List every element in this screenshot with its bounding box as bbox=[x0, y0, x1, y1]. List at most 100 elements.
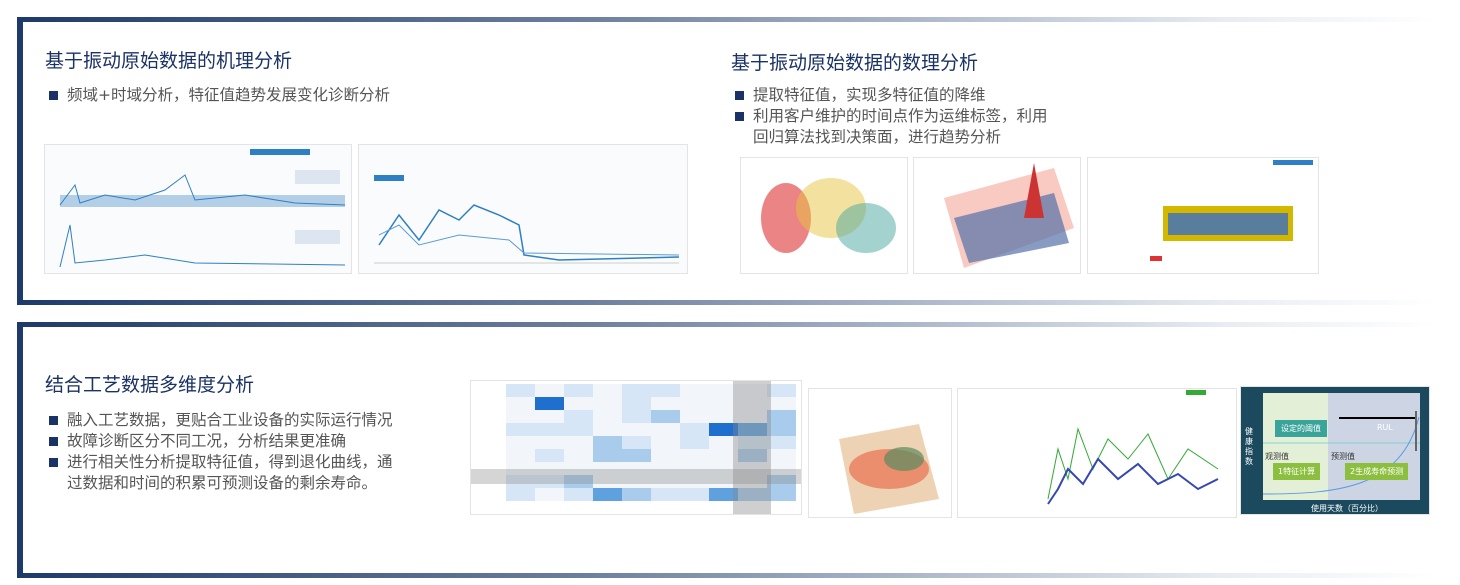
heatmap-cell bbox=[680, 449, 709, 462]
heatmap-cell bbox=[709, 397, 738, 410]
bullet-item: 进行相关性分析提取特征值，得到退化曲线，通 bbox=[45, 452, 393, 473]
heatmap-cell bbox=[651, 475, 680, 488]
heatmap-cell bbox=[593, 488, 622, 501]
heatmap-cell bbox=[564, 475, 593, 488]
heatmap-cell bbox=[593, 449, 622, 462]
section-title: 基于振动原始数据的机理分析 bbox=[45, 50, 293, 72]
heatmap-cell bbox=[564, 462, 593, 475]
heatmap-cell bbox=[622, 384, 651, 397]
heatmap-cell bbox=[593, 462, 622, 475]
heatmap-cell bbox=[767, 397, 796, 410]
heatmap-cell bbox=[506, 397, 535, 410]
heatmap-cell bbox=[709, 449, 738, 462]
heatmap-cell bbox=[535, 410, 564, 423]
heatmap-cell bbox=[651, 436, 680, 449]
heatmap-cell bbox=[622, 449, 651, 462]
heatmap-cell bbox=[709, 462, 738, 475]
bullet-item: 提取特征值，实现多特征值的降维 bbox=[731, 85, 1048, 106]
heatmap-cell bbox=[506, 475, 535, 488]
scatter-plot-image bbox=[740, 157, 908, 274]
heatmap-cell bbox=[738, 423, 767, 436]
heatmap-cell bbox=[535, 423, 564, 436]
heatmap-cell bbox=[593, 475, 622, 488]
heatmap-cell bbox=[709, 384, 738, 397]
heatmap-cell bbox=[622, 488, 651, 501]
heatmap-cell bbox=[709, 410, 738, 423]
heatmap-cell bbox=[767, 384, 796, 397]
heatmap-cell bbox=[506, 449, 535, 462]
heatmap-cell bbox=[506, 423, 535, 436]
heatmap-cell bbox=[564, 449, 593, 462]
heatmap-cell bbox=[564, 436, 593, 449]
highlight-row bbox=[471, 469, 801, 484]
heatmap-cell bbox=[738, 488, 767, 501]
heatmap-cell bbox=[680, 488, 709, 501]
bullet-item: 频域+时域分析，特征值趋势发展变化诊断分析 bbox=[45, 85, 390, 106]
bullet-item-continued: 回归算法找到决策面，进行趋势分析 bbox=[753, 128, 1002, 146]
heatmap-cell bbox=[767, 436, 796, 449]
heatmap-cell bbox=[593, 423, 622, 436]
heatmap-cell bbox=[593, 384, 622, 397]
heatmap-cell bbox=[535, 397, 564, 410]
heatmap-cell bbox=[506, 436, 535, 449]
rul-label: RUL bbox=[1377, 423, 1393, 432]
heatmap-cell bbox=[767, 410, 796, 423]
observed-label: 观测值 bbox=[1265, 452, 1289, 461]
x-axis-label: 使用天数（百分比） bbox=[1311, 504, 1383, 513]
heatmap-cell bbox=[680, 410, 709, 423]
threshold-label: 设定的阈值 bbox=[1275, 420, 1327, 437]
section-title: 结合工艺数据多维度分析 bbox=[45, 374, 255, 396]
heatmap-cell bbox=[535, 449, 564, 462]
heatmap-cell bbox=[506, 488, 535, 501]
process-trend-image bbox=[957, 388, 1237, 518]
heatmap-cell bbox=[564, 410, 593, 423]
section-title: 基于振动原始数据的数理分析 bbox=[731, 52, 979, 74]
heatmap-cell bbox=[738, 384, 767, 397]
heatmap-cell bbox=[651, 384, 680, 397]
heatmap-cell bbox=[738, 397, 767, 410]
heatmap-cell bbox=[564, 397, 593, 410]
heatmap-cell bbox=[622, 436, 651, 449]
heatmap-cell bbox=[622, 410, 651, 423]
predicted-label: 预测值 bbox=[1331, 452, 1355, 461]
heatmap-cell bbox=[622, 423, 651, 436]
heatmap-cell bbox=[709, 488, 738, 501]
heatmap-cell bbox=[738, 449, 767, 462]
trend-screenshot bbox=[358, 144, 688, 274]
heatmap-cell bbox=[651, 488, 680, 501]
heatmap-cell bbox=[709, 423, 738, 436]
monitoring-dashboard-image bbox=[1087, 157, 1319, 274]
heatmap-cell bbox=[680, 384, 709, 397]
heatmap-cell bbox=[709, 475, 738, 488]
heatmap-cell bbox=[535, 488, 564, 501]
highlight-column bbox=[733, 381, 771, 514]
y-axis-label: 健康指数 bbox=[1245, 427, 1253, 466]
spectrum-screenshot bbox=[44, 144, 352, 274]
heatmap-cell bbox=[622, 462, 651, 475]
bullet-item: 利用客户维护的时间点作为运维标签，利用 bbox=[731, 106, 1048, 127]
heatmap-cell bbox=[738, 475, 767, 488]
heatmap-cell bbox=[680, 423, 709, 436]
heatmap-cell bbox=[738, 436, 767, 449]
heatmap-cell bbox=[767, 462, 796, 475]
heatmap-cell bbox=[593, 397, 622, 410]
heatmap-cell bbox=[767, 475, 796, 488]
bullet-list: 提取特征值，实现多特征值的降维 利用客户维护的时间点作为运维标签，利用 回归算法… bbox=[731, 85, 1048, 148]
heatmap-cell bbox=[564, 488, 593, 501]
heatmap-cell bbox=[767, 449, 796, 462]
heatmap-cell bbox=[564, 423, 593, 436]
cluster-scatter-image bbox=[808, 388, 952, 518]
step1-label: 1特征计算 bbox=[1273, 463, 1321, 480]
heatmap-cell bbox=[564, 384, 593, 397]
bullet-item: 故障诊断区分不同工况，分析结果更准确 bbox=[45, 431, 393, 452]
rul-prediction-figure: 设定的阈值 RUL 观测值 预测值 1特征计算 2生成寿命预测 健康指数 使用天… bbox=[1240, 386, 1430, 515]
heatmap-cell bbox=[709, 436, 738, 449]
heatmap-cell bbox=[506, 410, 535, 423]
heatmap-cell bbox=[593, 410, 622, 423]
heatmap-cell bbox=[535, 436, 564, 449]
heatmap-cell bbox=[651, 423, 680, 436]
heatmap-cell bbox=[680, 475, 709, 488]
bullet-item-continued: 过数据和时间的积累可预测设备的剩余寿命。 bbox=[67, 474, 378, 492]
heatmap-cell bbox=[535, 475, 564, 488]
bullet-list: 频域+时域分析，特征值趋势发展变化诊断分析 bbox=[45, 85, 390, 106]
